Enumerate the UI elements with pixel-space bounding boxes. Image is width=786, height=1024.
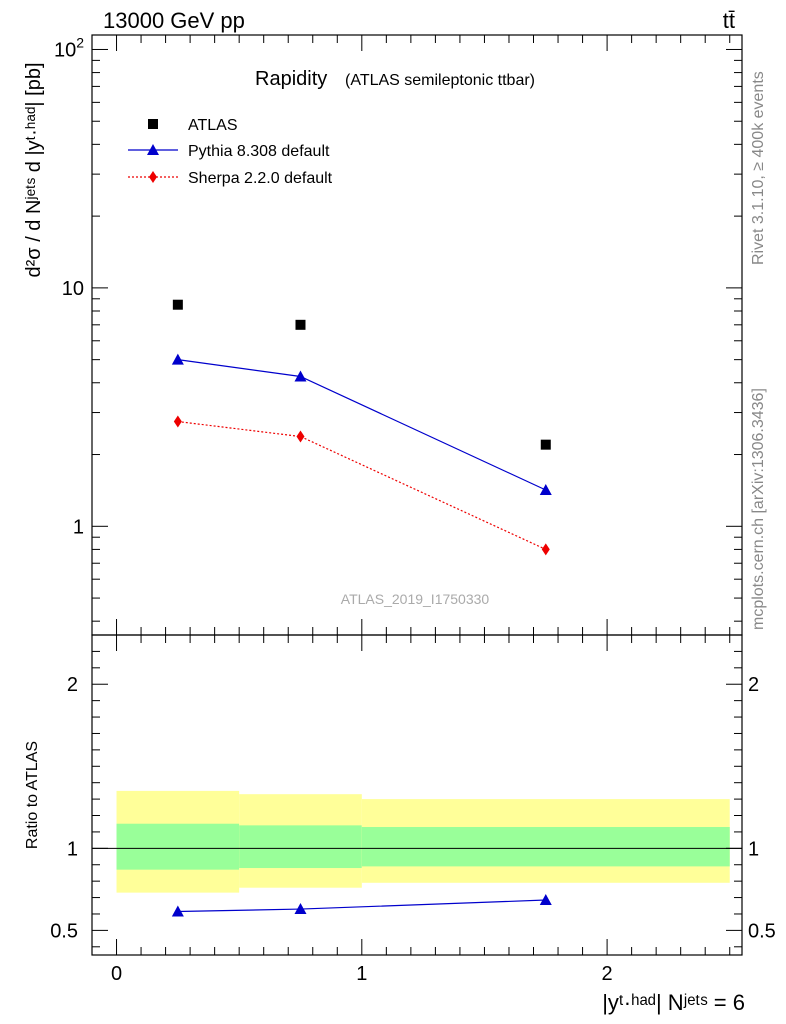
main-subtitle: (ATLAS semileptonic ttbar) bbox=[345, 72, 535, 89]
data-point-sherpa bbox=[296, 430, 305, 443]
data-point-data bbox=[295, 319, 306, 330]
ratio-y-tick-label: 2 bbox=[67, 674, 78, 696]
series-pythia bbox=[171, 353, 552, 495]
legend-marker-pythia bbox=[147, 144, 159, 155]
data-point-pythia bbox=[294, 370, 307, 382]
y-tick-label: 102 bbox=[54, 34, 84, 61]
ratio-y-tick-label-right: 0.5 bbox=[748, 920, 776, 942]
data-point-pythia bbox=[171, 353, 184, 365]
site-label: mcplots.cern.ch [arXiv:1306.3436] bbox=[750, 388, 767, 630]
ratio-y-axis-label: Ratio to ATLAS bbox=[24, 741, 41, 849]
y-tick-label: 10 bbox=[62, 278, 84, 300]
ratio-band-inner bbox=[361, 827, 730, 867]
x-axis-label: |yᵗ·ʰᵃᵈ| Nʲᵉᵗˢ = 6 bbox=[602, 990, 745, 1015]
analysis-id: ATLAS_2019_I1750330 bbox=[341, 591, 490, 607]
ratio-series-pythia bbox=[171, 894, 552, 917]
energy-label: 13000 GeV pp bbox=[103, 8, 245, 33]
main-y-axis-label: d²σ / d Nʲᵉᵗˢ d |yᵗ·ʰᵃᵈ| [pb] bbox=[23, 63, 45, 278]
data-point-pythia bbox=[539, 483, 552, 495]
legend-marker-data bbox=[148, 119, 158, 129]
legend: ATLAS Pythia 8.308 default Sherpa 2.2.0 de… bbox=[128, 117, 333, 187]
ratio-band-inner bbox=[239, 825, 362, 869]
main-panel: Rapidity (ATLAS semileptonic ttbar) ATLA… bbox=[23, 34, 743, 636]
data-point-data bbox=[172, 299, 183, 310]
ratio-panel: Ratio to ATLAS |yᵗ·ʰᵃᵈ| Nʲᵉᵗˢ = 6 0 1 2 0.5… bbox=[24, 634, 776, 1015]
legend-marker-sherpa bbox=[149, 171, 157, 183]
ratio-y-tick-label: 1 bbox=[67, 838, 78, 860]
ratio-line-pythia bbox=[177, 899, 546, 913]
series-line-pythia bbox=[177, 359, 547, 491]
ratio-y-tick-label: 0.5 bbox=[50, 920, 78, 942]
process-label: tt̄ bbox=[723, 8, 735, 33]
series-sherpa bbox=[173, 415, 550, 556]
ratio-band-inner bbox=[116, 823, 240, 870]
x-tick-label: 1 bbox=[356, 963, 367, 985]
legend-label-pythia: Pythia 8.308 default bbox=[188, 143, 330, 160]
ratio-point-pythia bbox=[539, 894, 552, 906]
ratio-point-pythia bbox=[171, 905, 184, 917]
legend-label-data: ATLAS bbox=[188, 117, 238, 134]
data-point-data bbox=[540, 439, 551, 450]
data-point-sherpa bbox=[541, 543, 550, 556]
ratio-frame bbox=[91, 634, 743, 956]
x-tick-label: 2 bbox=[602, 963, 613, 985]
data-point-sherpa bbox=[173, 415, 182, 428]
series-data bbox=[172, 299, 551, 450]
rivet-label: Rivet 3.1.10, ≥ 400k events bbox=[750, 71, 767, 265]
ratio-point-pythia bbox=[294, 903, 307, 915]
ratio-y-tick-label-right: 1 bbox=[748, 838, 759, 860]
legend-label-sherpa: Sherpa 2.2.0 default bbox=[188, 170, 333, 187]
ratio-y-tick-label-right: 2 bbox=[748, 674, 759, 696]
series-line-sherpa bbox=[177, 420, 547, 550]
x-tick-label: 0 bbox=[111, 963, 122, 985]
main-title: Rapidity bbox=[255, 68, 327, 90]
y-tick-label: 1 bbox=[73, 516, 84, 538]
